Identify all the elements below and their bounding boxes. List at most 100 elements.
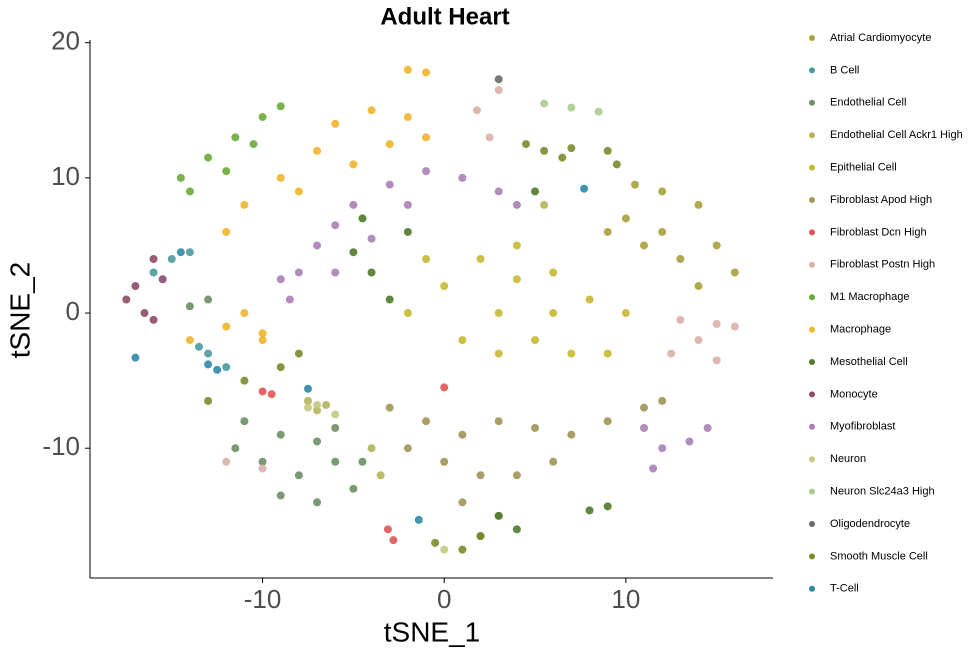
point bbox=[122, 295, 131, 304]
point bbox=[594, 107, 603, 116]
point bbox=[521, 140, 530, 149]
legend-swatch bbox=[809, 164, 815, 171]
point bbox=[440, 282, 449, 291]
point bbox=[676, 315, 685, 324]
point bbox=[603, 349, 612, 358]
point bbox=[367, 234, 376, 243]
point bbox=[494, 417, 503, 426]
point bbox=[458, 336, 467, 345]
legend-label: Epithelial Cell bbox=[830, 162, 897, 174]
legend-swatch bbox=[809, 229, 815, 236]
point bbox=[204, 349, 213, 358]
point bbox=[440, 383, 449, 392]
point bbox=[494, 86, 503, 95]
point bbox=[494, 511, 503, 520]
point bbox=[276, 363, 285, 372]
point bbox=[176, 173, 185, 182]
point bbox=[331, 119, 340, 128]
legend-swatch bbox=[809, 326, 815, 333]
point bbox=[549, 309, 558, 318]
point bbox=[649, 464, 658, 473]
legend-label: Neuron bbox=[830, 453, 866, 465]
point bbox=[313, 146, 322, 155]
point bbox=[240, 309, 249, 318]
point bbox=[276, 491, 285, 500]
point bbox=[331, 221, 340, 230]
point bbox=[204, 360, 213, 369]
point bbox=[349, 200, 358, 209]
point bbox=[603, 227, 612, 236]
point bbox=[640, 403, 649, 412]
y-tick-label: 10 bbox=[51, 161, 80, 191]
point bbox=[580, 184, 589, 193]
point bbox=[303, 396, 312, 405]
point bbox=[567, 349, 576, 358]
point bbox=[349, 160, 358, 169]
point bbox=[349, 248, 358, 257]
legend-swatch bbox=[809, 359, 815, 365]
point bbox=[658, 227, 667, 236]
point bbox=[313, 437, 322, 446]
point bbox=[204, 153, 213, 162]
point bbox=[194, 342, 203, 351]
point bbox=[512, 200, 521, 209]
y-tick-label: -10 bbox=[42, 431, 80, 461]
point bbox=[694, 336, 703, 345]
point bbox=[458, 545, 467, 554]
point bbox=[185, 248, 194, 257]
point bbox=[414, 515, 423, 524]
x-tick-label: 0 bbox=[437, 584, 451, 614]
point bbox=[476, 471, 485, 480]
legend-label: T-Cell bbox=[830, 583, 859, 595]
point bbox=[149, 268, 158, 277]
point bbox=[440, 457, 449, 466]
point bbox=[240, 417, 249, 426]
legend-label: Fibroblast Postn High bbox=[830, 259, 935, 271]
point bbox=[540, 99, 549, 108]
point bbox=[422, 254, 431, 263]
point bbox=[712, 241, 721, 250]
point bbox=[403, 309, 412, 318]
point bbox=[658, 444, 667, 453]
legend-label: Monocyte bbox=[830, 388, 878, 400]
point bbox=[331, 268, 340, 277]
point bbox=[376, 471, 385, 480]
legend-label: Endothelial Cell Ackr1 High bbox=[830, 129, 963, 141]
point bbox=[621, 309, 630, 318]
point bbox=[331, 457, 340, 466]
y-tick-label: 20 bbox=[51, 26, 80, 56]
point bbox=[567, 430, 576, 439]
y-tick-label: 0 bbox=[66, 296, 80, 326]
point bbox=[512, 525, 521, 534]
point bbox=[258, 113, 267, 122]
point bbox=[276, 102, 285, 111]
y-axis-title: tSNE_2 bbox=[4, 262, 35, 359]
point bbox=[585, 295, 594, 304]
point bbox=[603, 502, 612, 511]
legend-swatch bbox=[809, 553, 815, 560]
point bbox=[358, 214, 367, 223]
point bbox=[322, 400, 331, 409]
point bbox=[285, 295, 294, 304]
point bbox=[385, 140, 394, 149]
point bbox=[422, 68, 431, 77]
legend-swatch bbox=[809, 456, 815, 463]
point bbox=[267, 390, 276, 399]
point bbox=[149, 315, 158, 324]
point bbox=[458, 430, 467, 439]
legend-label: Fibroblast Apod High bbox=[830, 194, 932, 206]
point bbox=[131, 282, 140, 291]
point bbox=[176, 248, 185, 257]
point bbox=[403, 200, 412, 209]
point bbox=[476, 532, 485, 541]
legend-swatch bbox=[809, 391, 815, 398]
legend-label: Oligodendrocyte bbox=[830, 518, 910, 530]
point bbox=[231, 444, 240, 453]
point bbox=[222, 227, 231, 236]
point bbox=[258, 457, 267, 466]
legend-swatch bbox=[809, 99, 815, 106]
legend-label: Fibroblast Dcn High bbox=[830, 226, 927, 238]
point bbox=[358, 457, 367, 466]
point bbox=[385, 403, 394, 412]
legend-label: Smooth Muscle Cell bbox=[830, 550, 928, 562]
